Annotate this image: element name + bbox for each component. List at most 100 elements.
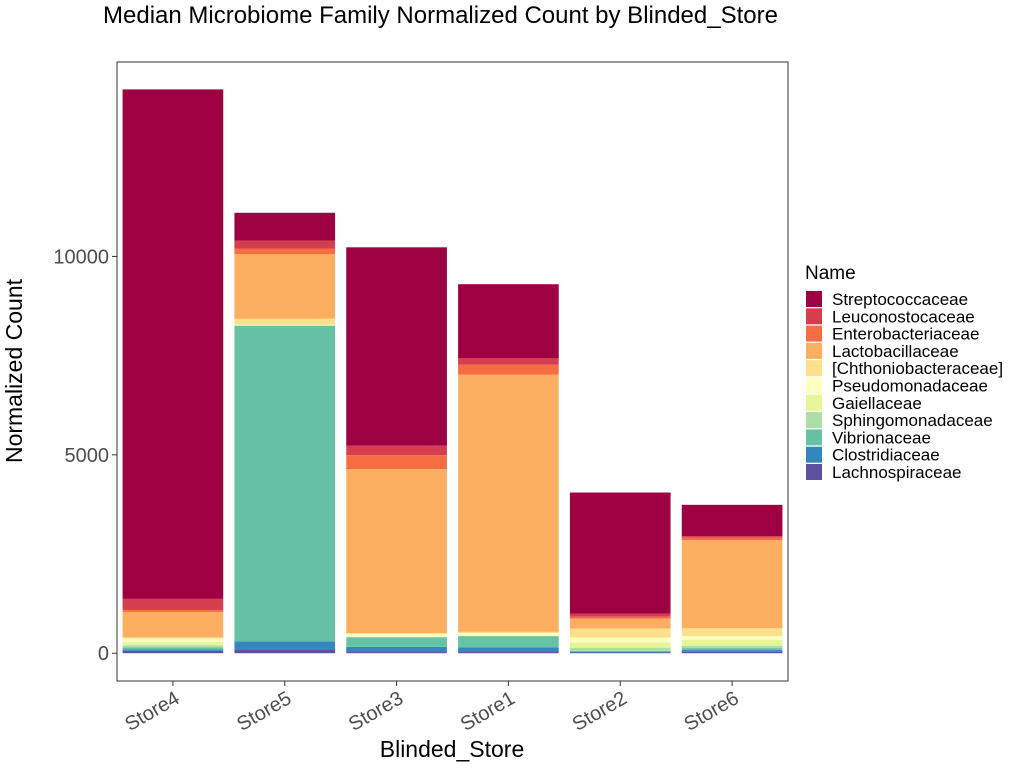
legend-swatch [806,291,822,307]
bar-segment-store1-0 [458,652,559,654]
legend-label: Enterobacteriaceae [832,325,979,344]
x-tick-label: Store2 [569,687,631,736]
legend-label: Streptococcaceae [832,290,968,309]
legend-swatch [806,377,822,394]
bar-segment-store4-1 [122,649,224,651]
bar-segment-store2-10 [569,492,671,614]
bar-segment-store1-1 [458,647,559,653]
bar-segment-store2-9 [569,613,671,617]
bar-segment-store6-9 [681,536,783,538]
legend-swatch [806,429,822,446]
bar-segment-store5-2 [234,325,336,642]
bar-segment-store3-9 [346,445,447,456]
x-tick-label: Store4 [121,687,183,736]
legend-swatch [806,342,822,359]
legend-label: Pseudomonadaceae [832,377,988,396]
bars-layer [122,89,783,654]
bar-segment-store4-0 [122,650,224,654]
y-axis-title: Normalized Count [1,278,27,463]
bar-segment-store6-3 [681,645,783,649]
bar-segment-store1-6 [458,631,559,633]
y-axis: 0 5000 10000 [53,246,117,665]
bar-segment-store2-8 [569,616,671,619]
bar-segment-store4-4 [122,642,224,646]
legend-label: Clostridiaceae [832,446,940,465]
bar-segment-store4-8 [122,609,224,612]
bar-segment-store4-7 [122,611,224,638]
bar-segment-store5-8 [234,248,336,255]
y-tick-label: 5000 [65,445,110,467]
bar-segment-store6-8 [681,537,783,541]
legend-swatch [806,394,822,411]
bar-segment-store5-7 [234,254,336,319]
bar-segment-store1-5 [458,632,559,636]
bar-segment-store2-5 [569,637,671,643]
plot-panel-border [116,61,789,682]
bar-segment-store5-9 [234,240,336,249]
y-tick-label: 10000 [53,246,109,268]
legend-swatch [806,308,822,325]
x-axis: Store4 Store5 Store3 Store1 Store2 Store6 [121,681,743,736]
bar-segment-store1-2 [458,636,559,648]
bar-segment-store2-3 [569,647,671,651]
legend-swatch [806,412,822,429]
bar-segment-store4-5 [122,638,224,643]
legend-label: Gaiellaceae [832,394,922,413]
bar-segment-store3-8 [346,455,447,470]
bar-segment-store5-10 [234,212,336,241]
x-axis-title: Blinded_Store [380,736,525,762]
bar-segment-store5-0 [234,649,336,654]
legend-swatch [806,446,822,463]
bar-segment-store3-6 [346,632,447,635]
bar-segment-store4-9 [122,598,224,610]
bar-segment-store6-1 [681,650,783,652]
bar-segment-store2-6 [569,628,671,638]
bar-segment-store5-6 [234,318,336,325]
legend-label: Lachnospiraceae [832,463,961,482]
x-tick-label: Store6 [681,687,743,736]
bar-segment-store3-10 [346,247,447,446]
x-tick-label: Store3 [345,687,407,736]
legend-swatch [806,325,822,342]
bar-segment-store6-4 [681,639,783,646]
legend-swatch [806,464,822,480]
bar-segment-store4-10 [122,89,224,599]
legend-label: Leuconostocaceae [832,307,975,326]
chart-title: Median Microbiome Family Normalized Coun… [103,2,778,29]
legend-label: Vibrionaceae [832,428,931,447]
bar-segment-store3-2 [346,637,447,647]
bar-segment-store5-1 [234,641,336,650]
bar-segment-store2-1 [569,651,671,653]
bar-segment-store3-0 [346,652,447,654]
bar-segment-store6-0 [681,651,783,654]
bar-segment-store2-4 [569,642,671,648]
bar-segment-store6-10 [681,504,783,537]
bar-segment-store6-7 [681,540,783,629]
bar-segment-store4-6 [122,637,224,639]
bar-segment-store2-2 [569,650,671,652]
bar-segment-store1-9 [458,358,559,365]
bar-segment-store4-2 [122,647,224,650]
x-tick-label: Store1 [457,687,519,736]
bar-segment-store4-3 [122,645,224,648]
legend-swatch [806,360,822,377]
bar-segment-store2-0 [569,652,671,654]
legend-label: Sphingomonadaceae [832,411,993,430]
y-tick-label: 0 [98,643,109,665]
x-tick-label: Store5 [233,687,295,736]
bar-segment-store2-7 [569,618,671,629]
bar-segment-store6-2 [681,648,783,651]
legend-title: Name [805,263,856,284]
bar-segment-store6-5 [681,636,783,640]
bar-segment-store1-7 [458,374,559,632]
bar-segment-store1-8 [458,364,559,375]
bar-segment-store1-10 [458,284,559,359]
bar-segment-store6-6 [681,628,783,637]
legend-label: Lactobacillaceae [832,342,959,361]
legend: Name StreptococcaceaeLeuconostocaceaeEnt… [805,263,1003,482]
bar-segment-store3-1 [346,646,447,653]
bar-segment-store3-7 [346,469,447,633]
legend-label: [Chthoniobacteraceae] [832,359,1003,378]
bar-segment-store3-5 [346,634,447,637]
